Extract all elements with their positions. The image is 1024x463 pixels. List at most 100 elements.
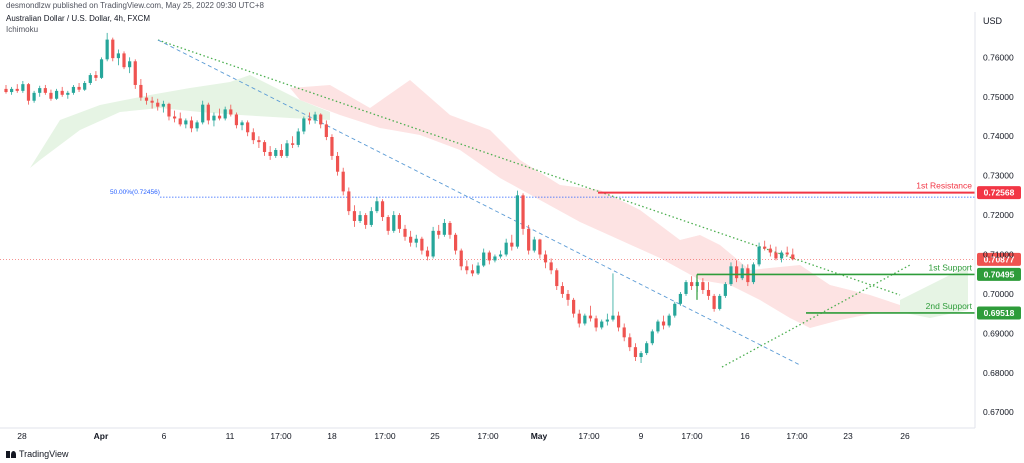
candle[interactable] <box>71 84 76 95</box>
candle[interactable] <box>476 262 480 276</box>
candle[interactable] <box>521 193 525 235</box>
candle[interactable] <box>560 282 564 298</box>
candle[interactable] <box>330 134 334 160</box>
candle[interactable] <box>246 120 250 137</box>
candle[interactable] <box>605 313 609 326</box>
candle[interactable] <box>622 323 626 342</box>
candle[interactable] <box>26 82 31 105</box>
candle[interactable] <box>633 343 638 361</box>
descending-trendline[interactable] <box>157 39 901 296</box>
candle[interactable] <box>178 112 182 127</box>
candle[interactable] <box>324 120 328 141</box>
candle[interactable] <box>285 140 289 158</box>
candle[interactable] <box>195 120 199 132</box>
candle[interactable] <box>498 250 503 259</box>
candle[interactable] <box>313 111 317 124</box>
candle[interactable] <box>105 32 109 62</box>
candle[interactable] <box>723 282 727 298</box>
candle[interactable] <box>167 102 171 121</box>
candle[interactable] <box>403 224 407 241</box>
candle[interactable] <box>206 102 210 125</box>
candle[interactable] <box>763 240 767 251</box>
candle[interactable] <box>628 333 632 352</box>
candle[interactable] <box>375 197 379 214</box>
candle[interactable] <box>515 190 520 249</box>
candle[interactable] <box>128 57 132 74</box>
candle[interactable] <box>555 268 559 290</box>
candle[interactable] <box>364 213 368 229</box>
candle[interactable] <box>133 59 137 89</box>
candle[interactable] <box>144 92 149 105</box>
candle[interactable] <box>122 51 126 70</box>
candle[interactable] <box>291 136 295 149</box>
candle[interactable] <box>566 289 570 306</box>
candle[interactable] <box>684 280 688 296</box>
candle[interactable] <box>251 128 255 145</box>
candle[interactable] <box>740 264 744 281</box>
candle[interactable] <box>268 146 272 160</box>
candle[interactable] <box>437 224 441 239</box>
descending-channel-line[interactable] <box>157 39 801 366</box>
candle[interactable] <box>645 341 649 356</box>
candle[interactable] <box>757 242 761 267</box>
candle[interactable] <box>38 85 42 97</box>
candle[interactable] <box>116 49 120 66</box>
candle[interactable] <box>189 116 194 133</box>
candle[interactable] <box>735 260 739 283</box>
candle[interactable] <box>493 254 497 263</box>
candle[interactable] <box>420 236 424 255</box>
candle[interactable] <box>678 291 682 306</box>
candle[interactable] <box>448 220 452 239</box>
candle[interactable] <box>212 112 216 127</box>
candle[interactable] <box>470 264 475 277</box>
candle[interactable] <box>49 89 53 101</box>
candle[interactable] <box>577 309 581 328</box>
candle[interactable] <box>32 90 36 103</box>
candle[interactable] <box>83 81 87 91</box>
candle[interactable] <box>588 305 593 322</box>
candle[interactable] <box>482 248 486 268</box>
candle[interactable] <box>10 86 14 95</box>
candle[interactable] <box>161 100 165 113</box>
candle[interactable] <box>156 98 160 111</box>
candle[interactable] <box>572 297 576 318</box>
candle[interactable] <box>661 315 666 330</box>
candle[interactable] <box>341 167 345 196</box>
candle[interactable] <box>335 151 340 176</box>
candle[interactable] <box>667 313 671 328</box>
candle[interactable] <box>173 110 177 123</box>
candle[interactable] <box>701 278 705 294</box>
candle[interactable] <box>274 148 278 158</box>
candle[interactable] <box>150 96 154 109</box>
candle[interactable] <box>442 219 446 237</box>
candle[interactable] <box>296 128 300 148</box>
candle[interactable] <box>656 319 660 334</box>
candle[interactable] <box>791 248 795 261</box>
candle[interactable] <box>60 86 64 97</box>
candle[interactable] <box>751 262 756 285</box>
tradingview-logo[interactable]: TradingView <box>6 449 69 459</box>
candle[interactable] <box>397 213 401 233</box>
candle[interactable] <box>358 211 362 223</box>
candle[interactable] <box>94 71 98 82</box>
candle[interactable] <box>21 81 25 93</box>
candle[interactable] <box>527 224 531 255</box>
candle[interactable] <box>712 293 716 312</box>
candle[interactable] <box>99 57 104 80</box>
candle[interactable] <box>201 100 205 125</box>
candle[interactable] <box>465 260 469 275</box>
candle[interactable] <box>139 79 143 101</box>
candle[interactable] <box>414 234 418 248</box>
candle[interactable] <box>392 211 396 233</box>
candle[interactable] <box>77 82 81 93</box>
candle[interactable] <box>650 329 654 346</box>
candle[interactable] <box>319 113 323 129</box>
candle[interactable] <box>352 205 357 227</box>
candle[interactable] <box>487 250 491 265</box>
candle[interactable] <box>184 118 188 129</box>
candle[interactable] <box>229 104 233 117</box>
candle[interactable] <box>768 244 772 257</box>
candle[interactable] <box>510 234 514 251</box>
candle[interactable] <box>600 319 604 330</box>
candle[interactable] <box>4 84 8 94</box>
